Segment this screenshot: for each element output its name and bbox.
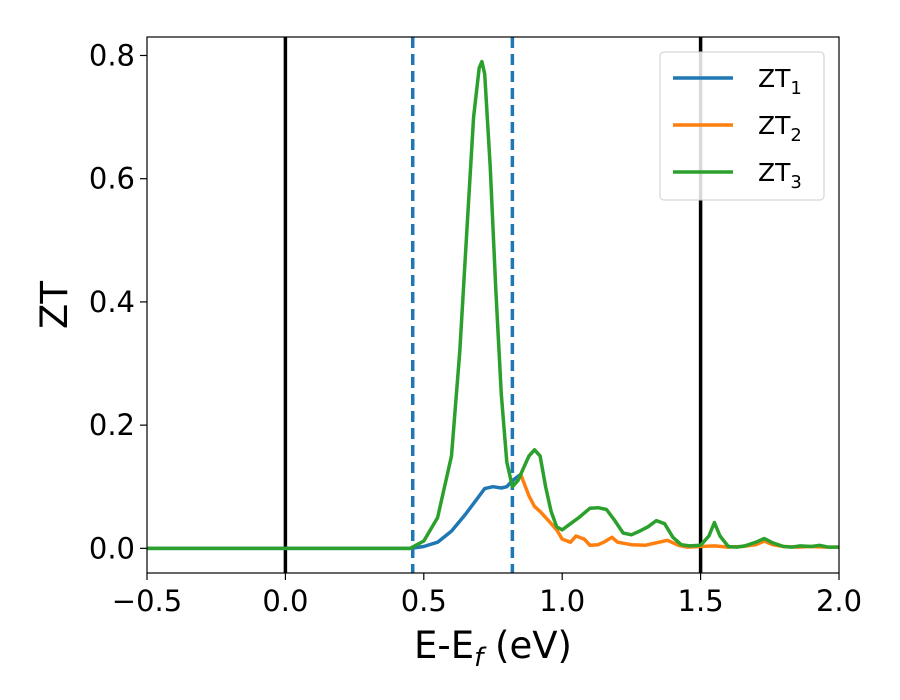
y-axis-title: ZT [33,281,76,329]
legend-label-zt2: ZT2 [758,111,802,146]
x-axis-title-unit: (eV) [483,624,572,667]
series-layer [147,59,839,551]
x-tick-label: 0.5 [401,584,447,618]
x-tick-label: −0.5 [112,584,182,618]
y-tick-label: 0.0 [89,531,135,565]
y-tick-label: 0.2 [89,408,135,442]
x-tick-label: 0.0 [262,584,308,618]
legend-label-main: ZT [758,158,791,187]
x-tick-label: 1.0 [539,584,585,618]
legend-label-subscript: 1 [790,78,801,99]
y-tick-label: 0.4 [89,285,135,319]
y-tick-label: 0.8 [89,38,135,72]
legend-label-subscript: 3 [790,172,801,193]
series-line-zt3 [147,59,839,551]
legend-label-zt3: ZT3 [758,158,802,193]
legend-label-main: ZT [758,111,791,140]
legend-label-subscript: 2 [790,125,801,146]
x-axis-title: E-Ef (eV) [414,624,572,673]
legend-label-main: ZT [758,64,791,93]
x-tick-label: 1.5 [678,584,724,618]
y-axis: 0.0 0.2 0.4 0.6 0.8 [89,38,147,565]
x-axis-title-main: E-E [414,624,474,667]
series-line-zt2 [518,472,839,549]
legend-box [659,51,825,201]
series-line-zt1 [147,472,523,551]
x-tick-label: 2.0 [816,584,862,618]
x-axis: −0.5 0.0 0.5 1.0 1.5 2.0 [112,573,862,618]
legend-label-zt1: ZT1 [758,64,802,99]
y-tick-label: 0.6 [89,162,135,196]
plot-frame [146,36,840,574]
reference-lines [283,37,703,573]
